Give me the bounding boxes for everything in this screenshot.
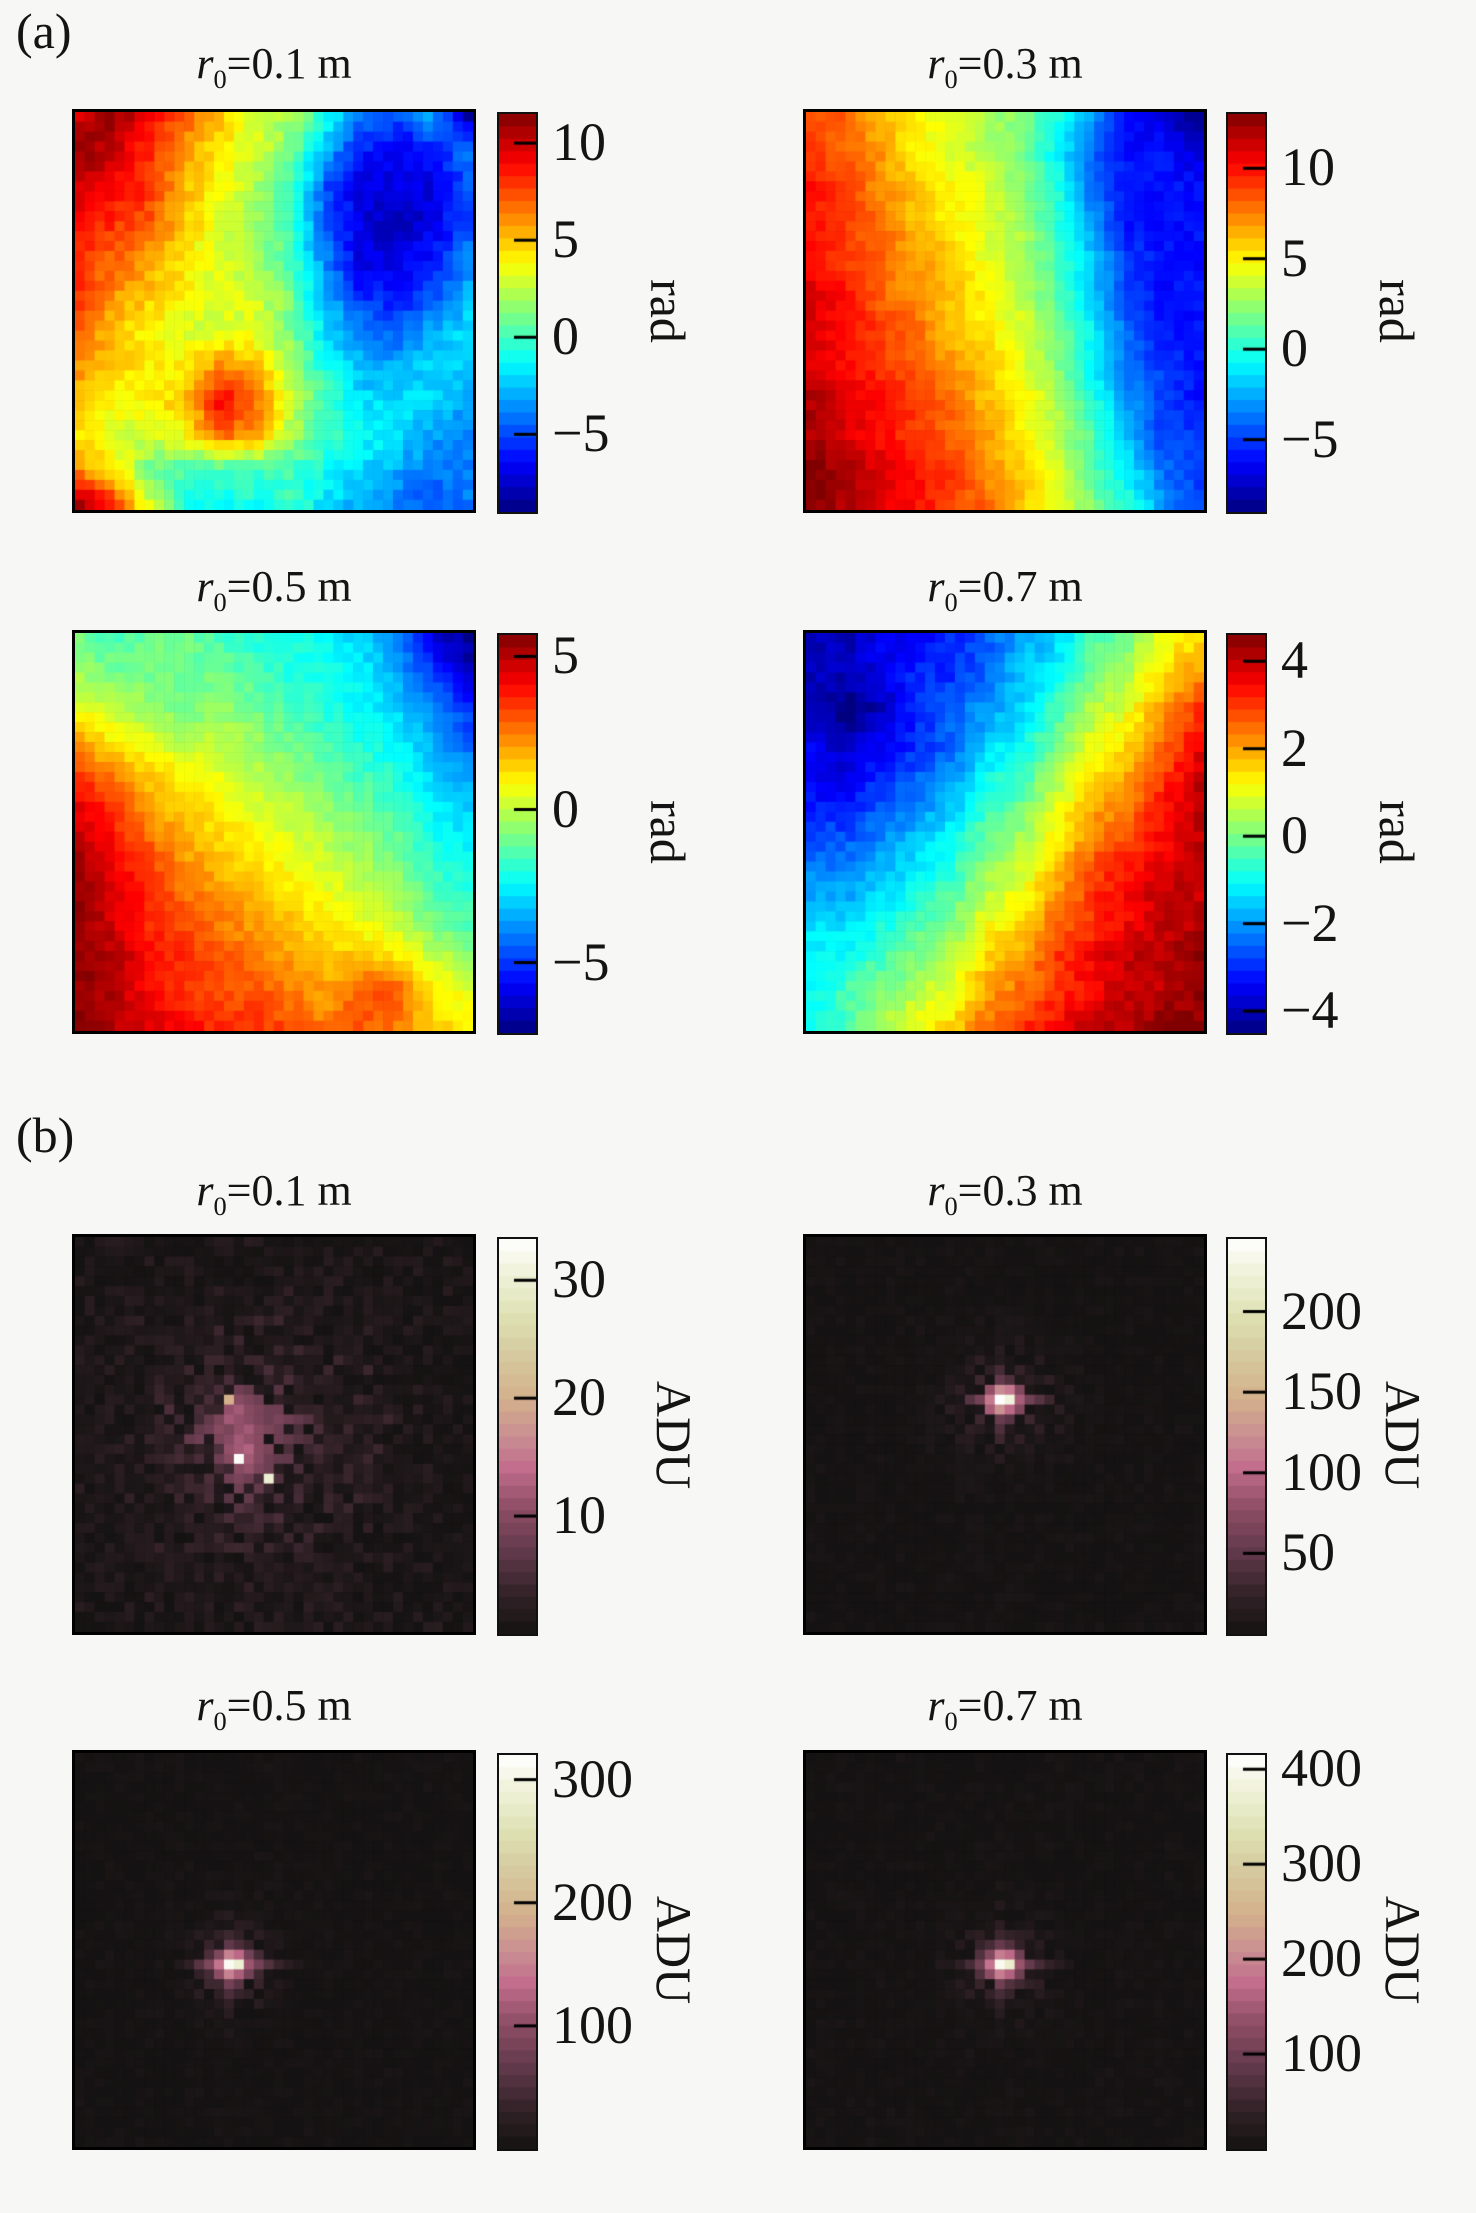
psf-heatmap xyxy=(803,1234,1207,1635)
colorbar-tick-label: 10 xyxy=(552,1485,606,1546)
phase-screen-heatmap xyxy=(72,109,476,513)
colorbar xyxy=(497,1753,538,2151)
subplot-title: r0=0.5 m xyxy=(196,1681,351,1736)
colorbar xyxy=(1226,1753,1267,2151)
psf-heatmap xyxy=(72,1750,476,2150)
colorbar-tick-label: 5 xyxy=(552,625,579,686)
colorbar-tick-label: −5 xyxy=(552,403,610,464)
colorbar-unit-label: rad xyxy=(1369,279,1425,343)
colorbar-unit-label: rad xyxy=(640,800,696,864)
colorbar-tick-label: 0 xyxy=(552,306,579,367)
colorbar xyxy=(1226,112,1267,514)
title-value: =0.5 m xyxy=(226,1681,352,1730)
colorbar-unit-label: ADU xyxy=(646,1895,702,2005)
colorbar xyxy=(497,1237,538,1636)
phase-screen-heatmap xyxy=(72,630,476,1034)
title-value: =0.7 m xyxy=(957,1681,1083,1730)
title-variable: r xyxy=(927,1681,945,1730)
colorbar-tick-label: 400 xyxy=(1281,1738,1362,1799)
colorbar-tick-label: 100 xyxy=(552,1994,633,2055)
title-variable: r xyxy=(927,1166,945,1215)
colorbar-unit-label: rad xyxy=(640,279,696,343)
title-value: =0.1 m xyxy=(226,39,352,88)
title-subscript: 0 xyxy=(944,1705,958,1736)
subplot-title: r0=0.1 m xyxy=(196,1166,351,1221)
title-subscript: 0 xyxy=(213,63,227,94)
colorbar-tick-label: −5 xyxy=(1281,408,1339,469)
psf-heatmap xyxy=(72,1234,476,1635)
colorbar-tick-label: 100 xyxy=(1281,1441,1362,1502)
colorbar-tick-label: 0 xyxy=(1281,318,1308,379)
colorbar-tick-label: 5 xyxy=(552,209,579,270)
colorbar-tick-label: 4 xyxy=(1281,630,1308,691)
colorbar-tick-label: 5 xyxy=(1281,227,1308,288)
colorbar-unit-label: ADU xyxy=(1375,1895,1431,2005)
title-variable: r xyxy=(196,39,214,88)
colorbar-tick-label: 2 xyxy=(1281,717,1308,778)
title-subscript: 0 xyxy=(944,1190,958,1221)
colorbar-tick-label: −2 xyxy=(1281,892,1339,953)
colorbar xyxy=(1226,633,1267,1035)
colorbar-tick-label: 300 xyxy=(552,1748,633,1809)
colorbar-tick-label: 20 xyxy=(552,1367,606,1428)
colorbar-tick-label: 200 xyxy=(1281,1280,1362,1341)
title-value: =0.1 m xyxy=(226,1166,352,1215)
colorbar-tick-label: 50 xyxy=(1281,1522,1335,1583)
colorbar-unit-label: rad xyxy=(1369,800,1425,864)
colorbar-tick-label: −4 xyxy=(1281,980,1339,1041)
panel-label-b: (b) xyxy=(16,1107,75,1163)
phase-screen-heatmap xyxy=(803,109,1207,513)
colorbar-tick-label: 200 xyxy=(1281,1928,1362,1989)
title-subscript: 0 xyxy=(944,63,958,94)
title-subscript: 0 xyxy=(944,586,958,617)
title-subscript: 0 xyxy=(213,1190,227,1221)
title-variable: r xyxy=(196,562,214,611)
subplot-title: r0=0.7 m xyxy=(927,562,1082,617)
colorbar-tick-label: 0 xyxy=(552,778,579,839)
subplot-title: r0=0.1 m xyxy=(196,39,351,94)
colorbar-unit-label: ADU xyxy=(1375,1380,1431,1489)
colorbar xyxy=(1226,1237,1267,1636)
colorbar-tick-label: 200 xyxy=(552,1871,633,1932)
title-subscript: 0 xyxy=(213,1705,227,1736)
phase-screen-heatmap xyxy=(803,630,1207,1034)
panel-label-a: (a) xyxy=(16,3,72,59)
title-subscript: 0 xyxy=(213,586,227,617)
title-value: =0.3 m xyxy=(957,1166,1083,1215)
title-value: =0.3 m xyxy=(957,39,1083,88)
title-variable: r xyxy=(196,1166,214,1215)
colorbar-tick-label: 100 xyxy=(1281,2023,1362,2084)
colorbar-tick-label: 300 xyxy=(1281,1833,1362,1894)
title-value: =0.7 m xyxy=(957,562,1083,611)
colorbar xyxy=(497,633,538,1035)
psf-heatmap xyxy=(803,1750,1207,2150)
colorbar-tick-label: 150 xyxy=(1281,1361,1362,1422)
subplot-title: r0=0.5 m xyxy=(196,562,351,617)
colorbar-unit-label: ADU xyxy=(646,1380,702,1489)
subplot-title: r0=0.7 m xyxy=(927,1681,1082,1736)
subplot-title: r0=0.3 m xyxy=(927,1166,1082,1221)
title-variable: r xyxy=(927,562,945,611)
title-value: =0.5 m xyxy=(226,562,352,611)
title-variable: r xyxy=(927,39,945,88)
colorbar xyxy=(497,112,538,514)
colorbar-tick-label: −5 xyxy=(552,931,610,992)
colorbar-tick-label: 30 xyxy=(552,1249,606,1310)
subplot-title: r0=0.3 m xyxy=(927,39,1082,94)
title-variable: r xyxy=(196,1681,214,1730)
colorbar-tick-label: 0 xyxy=(1281,805,1308,866)
colorbar-tick-label: 10 xyxy=(1281,137,1335,198)
colorbar-tick-label: 10 xyxy=(552,112,606,173)
